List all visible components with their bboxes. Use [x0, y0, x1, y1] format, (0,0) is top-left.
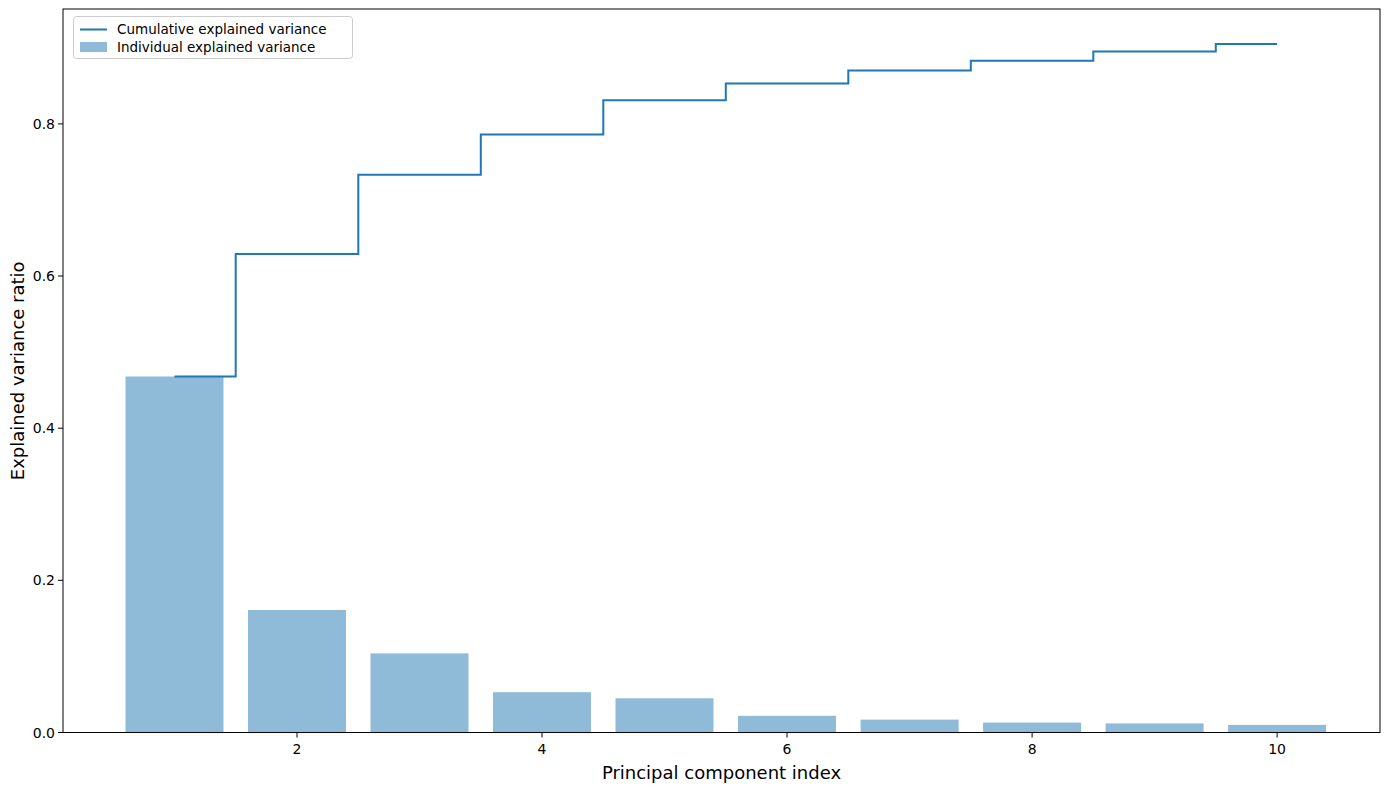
- bar-individual-variance-pc8: [983, 723, 1081, 733]
- y-tick-label: 0.0: [33, 725, 55, 741]
- x-tick-label: 2: [293, 741, 302, 757]
- x-tick-label: 6: [783, 741, 792, 757]
- bar-individual-variance-pc5: [616, 698, 714, 732]
- legend-bar-swatch: [80, 42, 107, 52]
- bar-individual-variance-pc4: [493, 692, 591, 732]
- bar-individual-variance-pc9: [1106, 723, 1204, 732]
- y-tick-label: 0.6: [33, 268, 55, 284]
- x-tick-label: 10: [1268, 741, 1286, 757]
- bar-individual-variance-pc2: [248, 610, 346, 733]
- y-tick-label: 0.8: [33, 116, 55, 132]
- bar-individual-variance-pc1: [126, 377, 224, 733]
- bar-individual-variance-pc6: [738, 716, 836, 733]
- pca-variance-figure: 2 4 6 8 10 0.0 0.2 0.4 0.6 0.8 Principal component…: [0, 0, 1389, 790]
- x-tick-label: 8: [1028, 741, 1037, 757]
- legend-label-cumulative: Cumulative explained variance: [117, 21, 327, 37]
- x-tick-label: 4: [538, 741, 547, 757]
- bar-individual-variance-pc7: [861, 720, 959, 733]
- bar-individual-variance-pc3: [371, 653, 469, 732]
- bar-individual-variance-pc10: [1228, 725, 1326, 733]
- y-tick-label: 0.4: [33, 420, 55, 436]
- pca-variance-chart: 2 4 6 8 10 0.0 0.2 0.4 0.6 0.8 Principal component…: [0, 0, 1389, 790]
- cumulative-variance-step-line: [175, 44, 1278, 377]
- x-axis-label: Principal component index: [602, 762, 842, 783]
- y-tick-label: 0.2: [33, 572, 55, 588]
- y-axis-label: Explained variance ratio: [7, 261, 28, 480]
- legend-label-individual: Individual explained variance: [117, 39, 315, 55]
